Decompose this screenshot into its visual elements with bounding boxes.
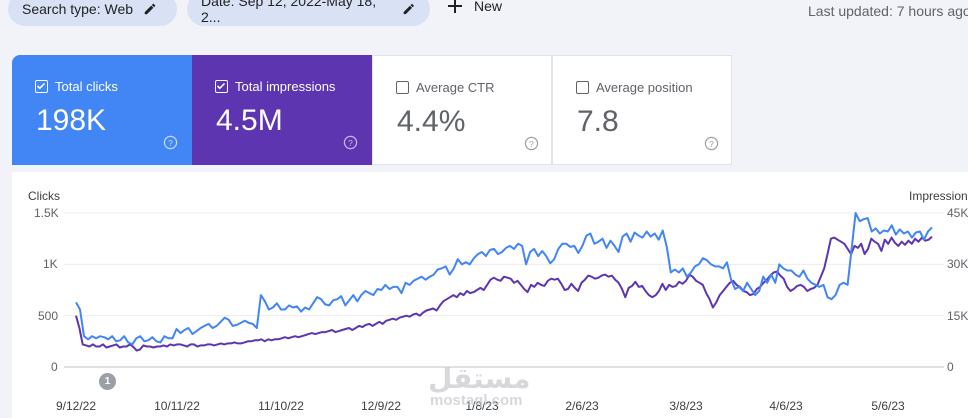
left-axis-title: Clicks xyxy=(28,189,60,203)
help-icon[interactable]: ? xyxy=(704,136,719,151)
x-tick-label: 11/10/22 xyxy=(258,399,304,413)
total-clicks-label: Total clicks xyxy=(55,79,118,94)
plus-icon xyxy=(448,0,462,13)
right-tick-label: 45K xyxy=(947,206,968,220)
x-tick-label: 12/9/22 xyxy=(360,399,402,413)
date-label: Date: Sep 12, 2022-May 18, 2... xyxy=(201,0,377,25)
average-ctr-card[interactable]: Average CTR 4.4% ? xyxy=(372,55,552,165)
average-position-card[interactable]: Average position 7.8 ? xyxy=(552,55,732,165)
average-position-label: Average position xyxy=(596,80,693,95)
left-tick-label: 1K xyxy=(43,257,58,271)
x-tick-label: 3/8/23 xyxy=(669,399,703,413)
right-tick-label: 30K xyxy=(947,257,968,271)
x-tick-label: 4/6/23 xyxy=(769,399,803,413)
average-ctr-label: Average CTR xyxy=(416,80,495,95)
svg-text:?: ? xyxy=(168,138,173,148)
edit-pencil-icon xyxy=(144,3,156,15)
svg-text:?: ? xyxy=(348,138,353,148)
watermark-url: mostaql.com xyxy=(430,392,523,409)
total-impressions-value: 4.5M xyxy=(216,104,283,137)
total-clicks-value: 198K xyxy=(36,104,107,137)
new-label: New xyxy=(474,0,503,14)
x-tick-label: 10/11/22 xyxy=(154,399,200,413)
search-type-filter-chip[interactable]: Search type: Web xyxy=(8,0,177,26)
total-clicks-card[interactable]: Total clicks 198K ? xyxy=(12,55,192,165)
last-updated-text: Last updated: 7 hours ago xyxy=(808,3,968,19)
right-axis-title: Impressions xyxy=(909,189,968,203)
x-tick-label: 1/8/23 xyxy=(465,399,499,413)
help-icon[interactable]: ? xyxy=(524,136,539,151)
left-tick-label: 0 xyxy=(51,360,58,374)
checkbox-unchecked-icon[interactable] xyxy=(396,81,409,94)
new-filter-button[interactable]: New xyxy=(448,0,502,14)
help-icon[interactable]: ? xyxy=(163,135,178,150)
checkbox-checked-icon[interactable] xyxy=(215,80,228,93)
right-tick-label: 0 xyxy=(947,360,954,374)
checkbox-checked-icon[interactable] xyxy=(35,80,48,93)
metric-cards: Total clicks 198K ? Total impressions 4.… xyxy=(12,55,732,165)
date-filter-chip[interactable]: Date: Sep 12, 2022-May 18, 2... xyxy=(187,0,430,26)
x-tick-label: 2/6/23 xyxy=(565,399,599,413)
x-tick-label: 5/6/23 xyxy=(871,399,905,413)
search-type-label: Search type: Web xyxy=(22,1,134,17)
x-tick-label: 9/12/22 xyxy=(55,399,97,413)
total-impressions-label: Total impressions xyxy=(235,79,336,94)
checkbox-unchecked-icon[interactable] xyxy=(576,81,589,94)
left-tick-label: 1.5K xyxy=(34,206,59,220)
svg-text:?: ? xyxy=(529,139,534,149)
help-icon[interactable]: ? xyxy=(343,135,358,150)
annotation-badge[interactable]: 1 xyxy=(99,373,116,390)
left-tick-label: 500 xyxy=(38,309,59,323)
average-ctr-value: 4.4% xyxy=(397,105,466,138)
svg-text:?: ? xyxy=(709,139,714,149)
average-position-value: 7.8 xyxy=(577,105,619,138)
total-impressions-card[interactable]: Total impressions 4.5M ? xyxy=(192,55,372,165)
right-tick-label: 15K xyxy=(947,309,968,323)
filter-bar: Search type: Web Date: Sep 12, 2022-May … xyxy=(0,0,968,40)
edit-pencil-icon xyxy=(404,3,415,15)
watermark-logo: مستقل xyxy=(428,363,531,394)
